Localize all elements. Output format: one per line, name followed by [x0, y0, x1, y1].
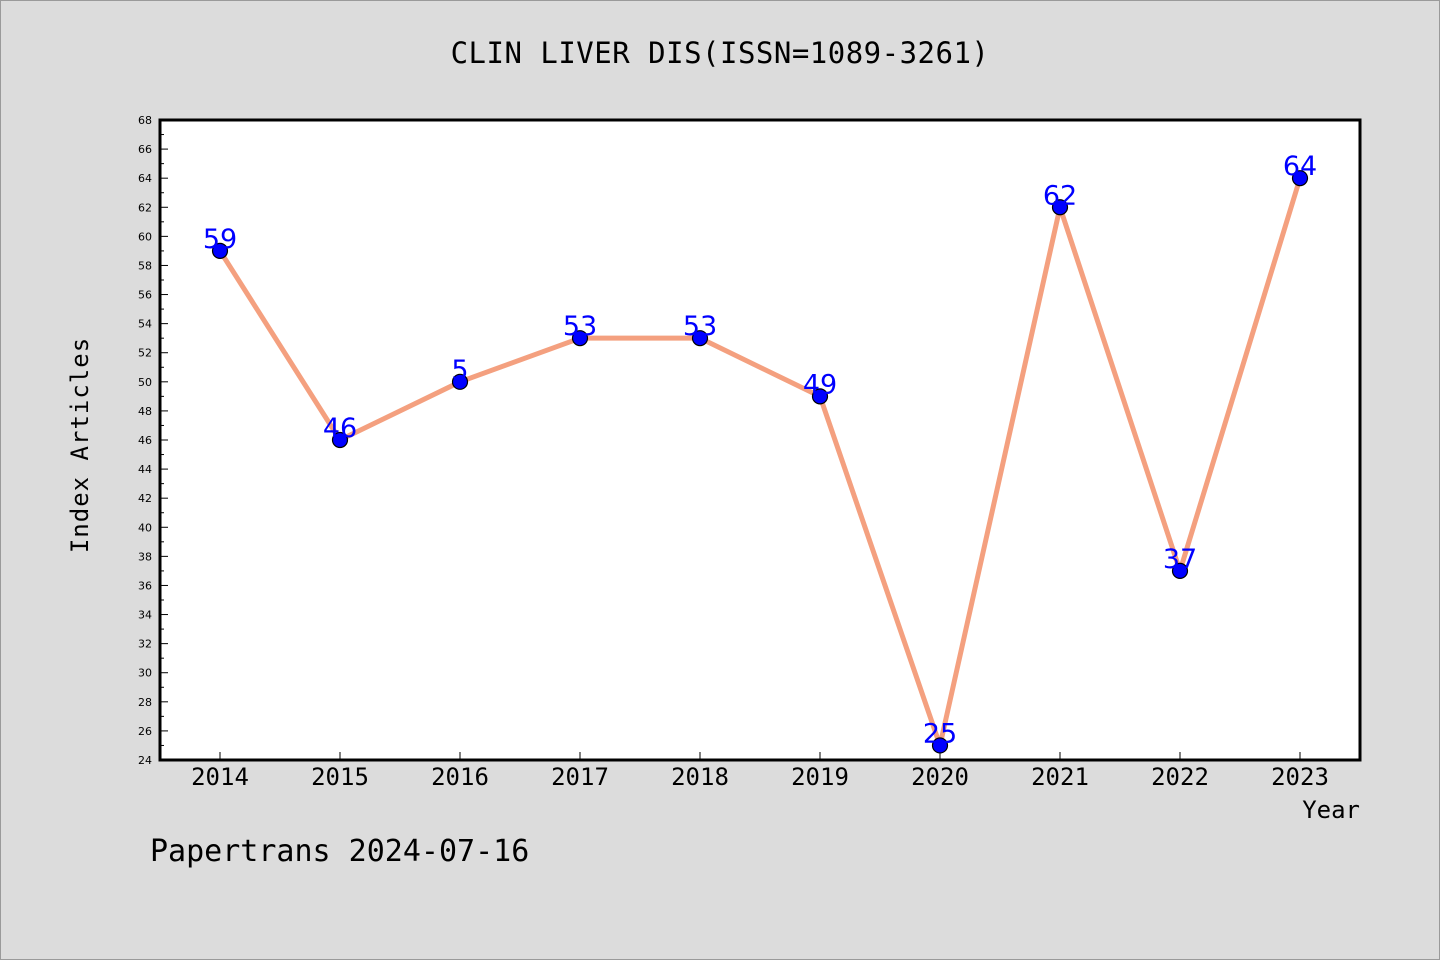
y-tick-label: 60 [138, 230, 152, 243]
data-point [211, 242, 229, 260]
y-tick-label: 42 [138, 492, 152, 505]
footer-credit: Papertrans 2024-07-16 [150, 834, 530, 869]
y-tick-label: 58 [138, 259, 152, 272]
data-label: 46 [323, 413, 357, 444]
data-label: 62 [1043, 180, 1077, 211]
y-tick-label: 64 [138, 172, 152, 185]
y-tick-label: 56 [138, 289, 152, 302]
data-point [931, 737, 949, 754]
y-tick-label: 68 [138, 114, 152, 127]
y-tick-label: 44 [138, 463, 152, 476]
y-tick-label: 30 [138, 667, 152, 680]
y-tick-label: 52 [138, 347, 152, 360]
data-point [1291, 170, 1309, 187]
data-point [451, 373, 469, 390]
y-tick-label: 28 [138, 696, 152, 709]
plot-area [158, 118, 1362, 762]
y-tick-label: 40 [138, 521, 152, 534]
x-tick-label: 2017 [551, 763, 609, 791]
data-point [331, 431, 349, 449]
data-label: 53 [683, 311, 717, 342]
x-tick-label: 2023 [1271, 763, 1329, 791]
data-point [691, 330, 709, 347]
data-point [1051, 199, 1069, 216]
data-label: 59 [203, 224, 237, 255]
data-label: 49 [803, 369, 837, 400]
x-axis-label: Year [1302, 796, 1360, 824]
x-tick-label: 2021 [1031, 763, 1089, 791]
data-point [811, 388, 829, 405]
x-tick-label: 2014 [191, 763, 249, 791]
y-tick-label: 24 [138, 754, 152, 767]
y-tick-label: 46 [138, 434, 152, 447]
x-tick-label: 2020 [911, 763, 969, 791]
data-label: 53 [563, 311, 597, 342]
y-tick-label: 32 [138, 638, 152, 651]
x-tick-label: 2022 [1151, 763, 1209, 791]
y-tick-label: 26 [138, 725, 152, 738]
data-label: 64 [1283, 151, 1317, 182]
series-line [217, 175, 1303, 748]
y-tick-label: 36 [138, 579, 152, 592]
y-tick-label: 34 [138, 609, 152, 622]
y-tick-label: 48 [138, 405, 152, 418]
x-tick-label: 2015 [311, 763, 369, 791]
chart-title: CLIN LIVER DIS(ISSN=1089-3261) [450, 36, 990, 70]
x-tick-label: 2019 [791, 763, 849, 791]
x-tick-label: 2018 [671, 763, 729, 791]
y-tick-label: 54 [138, 318, 152, 331]
data-point [571, 330, 589, 347]
data-label: 37 [1163, 544, 1197, 575]
y-tick-label: 38 [138, 550, 152, 563]
data-point [1171, 562, 1189, 580]
y-tick-label: 62 [138, 201, 152, 214]
y-tick-label: 50 [138, 376, 152, 389]
data-label: 5 [451, 355, 468, 386]
y-tick-label: 66 [138, 143, 152, 156]
data-label: 25 [923, 718, 957, 749]
x-tick-label: 2016 [431, 763, 489, 791]
